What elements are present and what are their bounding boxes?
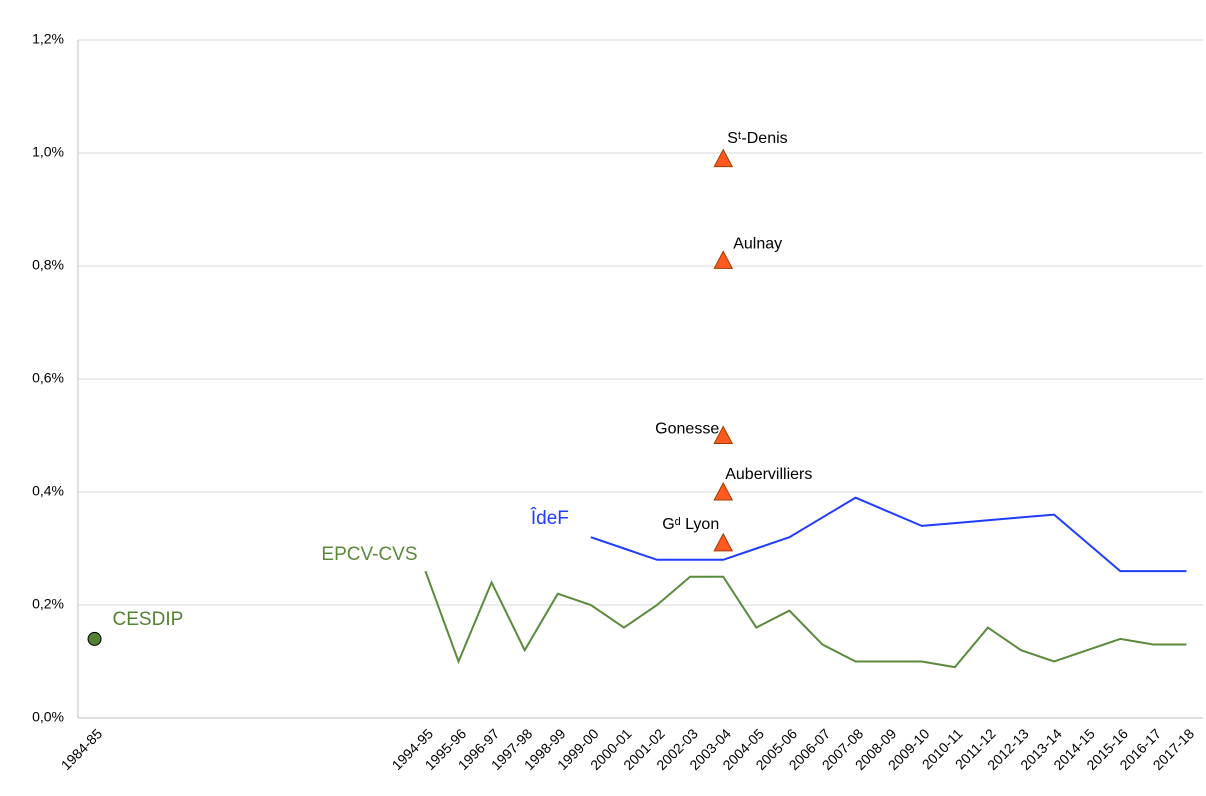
y-tick-label: 0,2% <box>32 596 64 612</box>
point-label: Aulnay <box>733 236 782 253</box>
data-point <box>87 631 102 646</box>
y-tick-label: 0,0% <box>32 709 64 725</box>
x-tick-label: 1984-85 <box>58 725 106 773</box>
point-label: Aubervilliers <box>725 466 812 483</box>
triangle-marker <box>713 148 734 168</box>
series-line <box>590 496 1187 573</box>
y-tick-label: 1,2% <box>32 31 64 47</box>
y-tick-label: 1,0% <box>32 144 64 160</box>
y-tick-label: 0,6% <box>32 370 64 386</box>
series-label: ÎdeF <box>530 507 569 529</box>
y-tick-label: 0,8% <box>32 257 64 273</box>
point-label: Sᵗ-Denis <box>727 130 787 147</box>
triangle-marker <box>713 481 734 501</box>
point-label: Gonesse <box>655 421 719 438</box>
triangle-marker <box>713 250 734 269</box>
point-label: Gᵈ Lyon <box>662 516 719 533</box>
y-tick-label: 0,4% <box>32 483 64 499</box>
triangle-marker <box>713 425 734 444</box>
series-line <box>424 570 1187 669</box>
triangle-marker <box>713 532 734 552</box>
series-label: CESDIP <box>113 609 184 630</box>
series-label: EPCV-CVS <box>321 544 417 565</box>
